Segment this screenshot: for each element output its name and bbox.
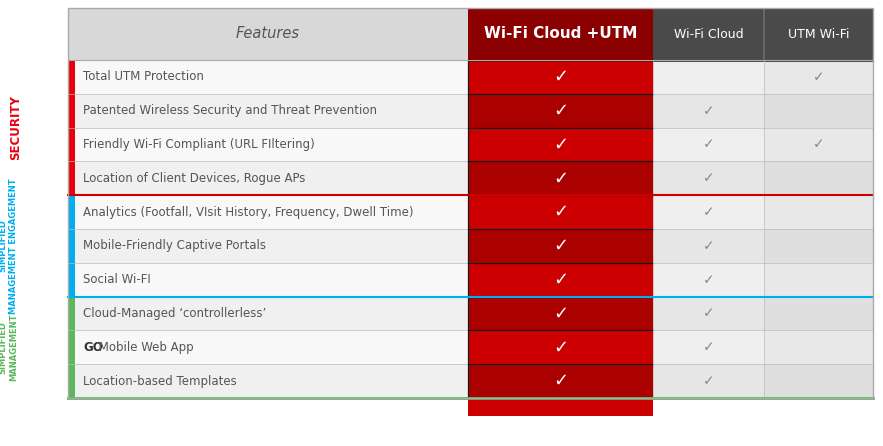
Bar [764, 8, 873, 62]
Bar [68, 8, 873, 398]
Bar [468, 229, 653, 263]
Text: Mobile Web App: Mobile Web App [95, 341, 194, 354]
Bar [764, 195, 873, 229]
Text: ✓: ✓ [703, 374, 714, 388]
Text: ✓: ✓ [812, 70, 825, 84]
Text: Total UTM Protection: Total UTM Protection [83, 70, 204, 83]
Bar [653, 229, 764, 263]
Text: Social Wi-FI: Social Wi-FI [83, 273, 151, 286]
Bar [468, 263, 653, 297]
Text: Analytics (Footfall, VIsit History, Frequency, Dwell Time): Analytics (Footfall, VIsit History, Freq… [83, 206, 413, 219]
Bar [468, 8, 653, 62]
Text: Wi-Fi Cloud: Wi-Fi Cloud [674, 28, 743, 41]
Bar [764, 229, 873, 263]
Bar [68, 8, 468, 60]
Text: ✓: ✓ [703, 171, 714, 185]
Text: ✓: ✓ [703, 340, 714, 354]
Text: SECURITY: SECURITY [10, 95, 22, 160]
Bar [764, 94, 873, 128]
Text: ✓: ✓ [553, 339, 568, 356]
Bar [75, 263, 468, 297]
Bar [764, 263, 873, 297]
Text: ✓: ✓ [553, 102, 568, 120]
Bar [68, 8, 873, 398]
Text: Cloud-Managed ‘controllerless’: Cloud-Managed ‘controllerless’ [83, 307, 267, 320]
Bar [75, 364, 468, 398]
Text: Wi-Fi Cloud +UTM: Wi-Fi Cloud +UTM [484, 26, 638, 41]
Text: ✓: ✓ [703, 104, 714, 118]
Bar [653, 94, 764, 128]
Text: Features: Features [236, 26, 300, 41]
Bar [68, 195, 75, 297]
Bar [653, 8, 764, 62]
Bar [68, 297, 75, 398]
Bar [68, 60, 75, 195]
Text: Mobile-Friendly Captive Portals: Mobile-Friendly Captive Portals [83, 240, 266, 252]
Bar [468, 161, 653, 195]
Bar [75, 229, 468, 263]
Bar [763, 8, 765, 62]
Bar [764, 128, 873, 161]
Text: ✓: ✓ [553, 203, 568, 221]
Bar [468, 398, 653, 416]
Text: Patented Wireless Security and Threat Prevention: Patented Wireless Security and Threat Pr… [83, 104, 377, 117]
Bar [764, 161, 873, 195]
Bar [75, 94, 468, 128]
Text: ✓: ✓ [553, 136, 568, 153]
Bar [75, 161, 468, 195]
Text: Friendly Wi-Fi Compliant (URL FIltering): Friendly Wi-Fi Compliant (URL FIltering) [83, 138, 314, 151]
Bar [468, 364, 653, 398]
Bar [653, 330, 764, 364]
Bar [653, 297, 764, 330]
Text: UTM Wi-Fi: UTM Wi-Fi [788, 28, 849, 41]
Bar [75, 195, 468, 229]
Text: ✓: ✓ [553, 271, 568, 289]
Text: ✓: ✓ [553, 169, 568, 187]
Bar [653, 195, 764, 229]
Bar [653, 60, 764, 94]
Bar [75, 330, 468, 364]
Text: SIMPLIFIED
MANAGEMENT ENGAGEMENT: SIMPLIFIED MANAGEMENT ENGAGEMENT [0, 178, 18, 314]
Bar [468, 128, 653, 161]
Bar [653, 161, 764, 195]
Bar [764, 297, 873, 330]
Text: ✓: ✓ [553, 372, 568, 390]
Text: ✓: ✓ [703, 306, 714, 321]
Bar [75, 128, 468, 161]
Text: Location-based Templates: Location-based Templates [83, 375, 237, 388]
Bar [468, 94, 653, 128]
Bar [653, 128, 764, 161]
Bar [653, 263, 764, 297]
Text: ✓: ✓ [703, 239, 714, 253]
Bar [764, 364, 873, 398]
Bar [653, 364, 764, 398]
Bar [75, 60, 468, 94]
Text: ✓: ✓ [703, 273, 714, 287]
Text: ✓: ✓ [553, 237, 568, 255]
Text: ✓: ✓ [703, 137, 714, 152]
Text: Location of Client Devices, Rogue APs: Location of Client Devices, Rogue APs [83, 172, 306, 185]
Text: ✓: ✓ [812, 137, 825, 152]
Text: GO: GO [83, 341, 102, 354]
Bar [764, 330, 873, 364]
Bar [764, 60, 873, 94]
Text: ✓: ✓ [703, 205, 714, 219]
Bar [75, 297, 468, 330]
Text: ✓: ✓ [553, 68, 568, 86]
Bar [468, 297, 653, 330]
Text: SIMPLIFIED
MANAGEMENT: SIMPLIFIED MANAGEMENT [0, 314, 18, 381]
Bar [468, 195, 653, 229]
Bar [468, 60, 653, 94]
Text: ✓: ✓ [553, 305, 568, 322]
Bar [468, 330, 653, 364]
